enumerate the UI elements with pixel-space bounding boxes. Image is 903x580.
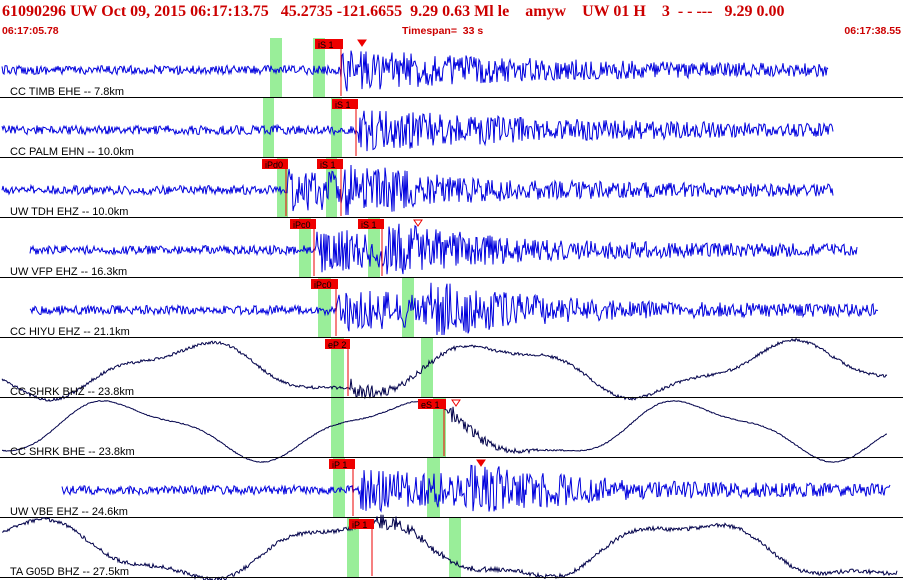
event-summary-title: 61090296 UW Oct 09, 2015 06:17:13.75 45.…: [2, 3, 785, 20]
pick-window-band: [347, 518, 359, 578]
timespan-label: Timespan= 33 s: [402, 25, 484, 37]
phase-pick-flag[interactable]: [325, 339, 350, 349]
trace-station-label: UW VBE EHZ -- 24.6km: [10, 506, 128, 518]
amplitude-marker-icon: [357, 39, 367, 47]
phase-pick-label[interactable]: iS 1: [318, 40, 334, 50]
pick-window-band: [326, 158, 337, 218]
phase-pick-flag[interactable]: [332, 99, 358, 109]
pick-window-band: [331, 98, 342, 158]
phase-pick-label[interactable]: iPc0: [314, 280, 332, 290]
waveform-trace: [29, 223, 858, 275]
phase-pick-flag[interactable]: [317, 159, 343, 169]
trace-station-label: UW VFP EHZ -- 16.3km: [10, 266, 127, 278]
phase-pick-flag[interactable]: [329, 459, 355, 469]
amplitude-marker-icon: [413, 219, 423, 227]
pick-window-band: [368, 218, 380, 278]
waveform-trace: [1, 50, 829, 92]
phase-pick-flag[interactable]: [290, 219, 316, 229]
phase-pick-label[interactable]: eS 1: [421, 400, 440, 410]
trace-station-label: CC SHRK BHE -- 23.8km: [10, 446, 135, 458]
trace-station-label: CC PALM EHN -- 10.0km: [10, 146, 134, 158]
phase-pick-label[interactable]: iS 1: [320, 160, 336, 170]
pick-window-band: [331, 398, 344, 458]
waveform-trace: [1, 110, 834, 152]
phase-pick-label[interactable]: iPd0: [265, 160, 283, 170]
trace-station-label: TA G05D BHZ -- 27.5km: [10, 566, 129, 578]
seismogram-panel[interactable]: iS 1 CC TIMB EHE -- 7.8km iS 1 CC PALM EHN …: [0, 38, 903, 580]
waveform-trace: [29, 282, 879, 336]
phase-pick-flag[interactable]: [349, 519, 374, 529]
start-time-label: 06:17:05.78: [2, 25, 59, 37]
amplitude-marker-icon: [451, 399, 461, 407]
trace-station-label: CC HIYU EHZ -- 21.1km: [10, 326, 130, 338]
pick-window-band: [277, 158, 288, 218]
pick-window-band: [449, 518, 461, 578]
pick-window-band: [433, 398, 446, 458]
waveform-trace: [1, 337, 888, 402]
pick-window-band: [318, 278, 331, 338]
phase-pick-flag[interactable]: [418, 399, 446, 409]
phase-pick-label[interactable]: iS 1: [361, 220, 377, 230]
pick-window-band: [331, 338, 344, 398]
phase-pick-label[interactable]: eP 2: [328, 340, 346, 350]
trace-station-label: UW TDH EHZ -- 10.0km: [10, 206, 128, 218]
waveform-trace: [61, 464, 891, 513]
trace-station-label: CC TIMB EHE -- 7.8km: [10, 86, 124, 98]
phase-pick-label[interactable]: iPc0: [293, 220, 311, 230]
event-header: 61090296 UW Oct 09, 2015 06:17:13.75 45.…: [0, 0, 903, 38]
phase-pick-label[interactable]: iS 1: [335, 100, 351, 110]
phase-pick-flag[interactable]: [315, 39, 343, 49]
end-time-label: 06:17:38.55: [844, 25, 901, 37]
phase-pick-label[interactable]: iP 1: [352, 520, 367, 530]
phase-pick-flag[interactable]: [262, 159, 288, 169]
phase-pick-label[interactable]: iP 1: [332, 460, 347, 470]
pick-window-band: [263, 98, 274, 158]
pick-window-band: [270, 38, 282, 98]
trace-station-label: CC SHRK BHZ -- 23.8km: [10, 386, 134, 398]
waveform-trace: [1, 514, 898, 580]
waveform-trace: [1, 164, 834, 216]
pick-window-band: [421, 338, 433, 398]
phase-pick-flag[interactable]: [311, 279, 338, 289]
amplitude-marker-icon: [476, 459, 486, 467]
phase-pick-flag[interactable]: [358, 219, 384, 229]
